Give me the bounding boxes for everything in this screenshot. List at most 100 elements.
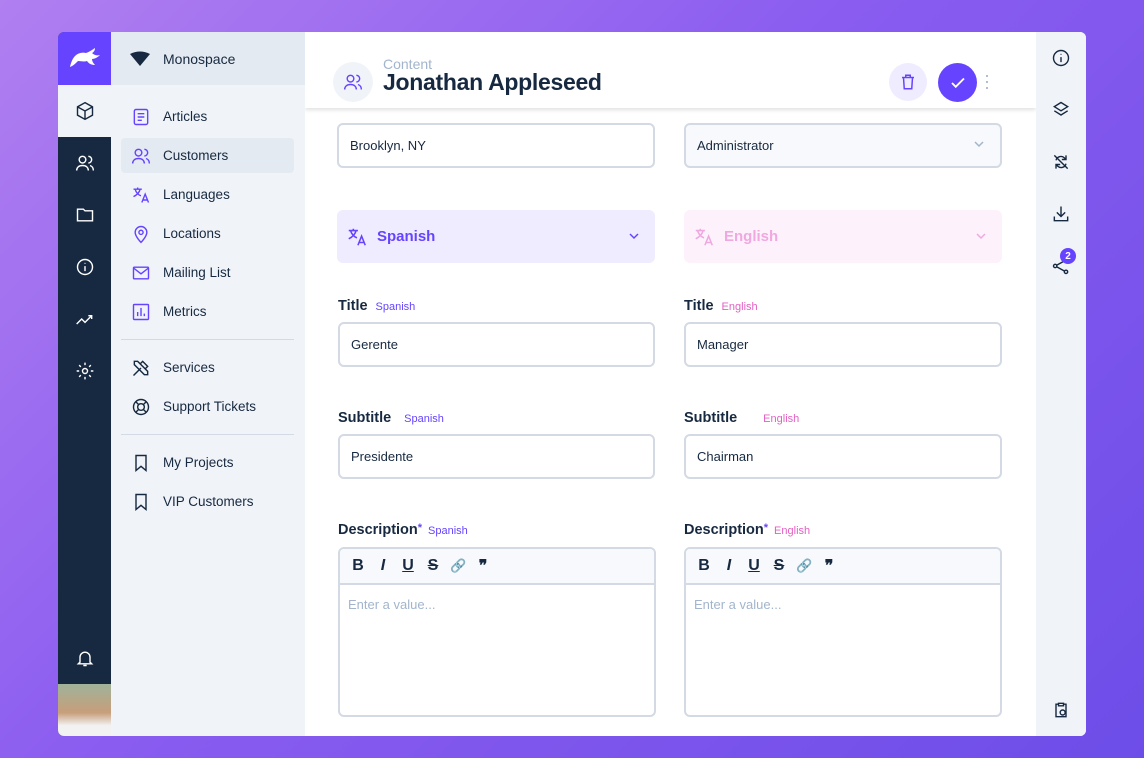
info-module-icon[interactable] (58, 241, 111, 293)
tools-icon (132, 359, 149, 376)
users-icon (333, 62, 373, 102)
strikethrough-button[interactable]: S (427, 557, 439, 574)
delete-button[interactable] (889, 63, 927, 101)
project-name: Monospace (163, 50, 236, 67)
check-icon (950, 77, 965, 88)
nav-label: Services (163, 360, 215, 375)
user-avatar[interactable] (58, 684, 111, 736)
nav-label: My Projects (163, 455, 234, 470)
quote-button[interactable]: ❞ (478, 558, 488, 575)
chevron-down-icon (976, 233, 986, 240)
nav-item-languages[interactable]: Languages (121, 177, 294, 212)
trash-icon (902, 74, 914, 90)
subtitle-input-spanish[interactable]: Presidente (338, 434, 655, 479)
chevron-down-icon (974, 141, 984, 148)
nav-label: Locations (163, 226, 221, 241)
title-input-spanish[interactable]: Gerente (338, 322, 655, 367)
title-label-left: Title Spanish (338, 298, 416, 314)
nav-label: Metrics (163, 304, 207, 319)
nav-item-support-tickets[interactable]: Support Tickets (121, 389, 294, 424)
app-window: Monospace Articles Customers Languages L… (58, 32, 1086, 736)
language-select-right[interactable]: English (684, 210, 1002, 263)
users-icon (131, 148, 151, 164)
translate-icon (695, 228, 713, 246)
nav-item-services[interactable]: Services (121, 350, 294, 385)
nav-item-articles[interactable]: Articles (121, 99, 294, 134)
nav-item-customers[interactable]: Customers (121, 138, 294, 173)
sync-disabled-icon[interactable] (1036, 136, 1086, 188)
navigation-panel: Monospace Articles Customers Languages L… (111, 32, 305, 736)
nav-label: VIP Customers (163, 494, 254, 509)
italic-button[interactable]: I (726, 557, 732, 574)
settings-module-icon[interactable] (58, 345, 111, 397)
title-input-english[interactable]: Manager (684, 322, 1002, 367)
download-icon[interactable] (1036, 188, 1086, 240)
italic-button[interactable]: I (380, 557, 386, 574)
right-sidebar: 2 (1036, 32, 1086, 736)
description-editor-english[interactable]: B I U S 🔗 ❞ Enter a value... (684, 547, 1002, 717)
bookmark-icon (135, 454, 147, 472)
link-button[interactable]: 🔗 (450, 558, 467, 573)
editor-toolbar: B I U S 🔗 ❞ (340, 549, 654, 585)
underline-button[interactable]: U (748, 557, 760, 574)
support-icon (132, 398, 150, 415)
underline-button[interactable]: U (402, 557, 414, 574)
breadcrumb[interactable]: Content (383, 56, 433, 72)
info-icon[interactable] (1036, 32, 1086, 84)
subtitle-label-right: Subtitle English (684, 410, 800, 426)
nav-label: Mailing List (163, 265, 231, 280)
page-header: Content Jonathan Appleseed · · · (305, 32, 1036, 108)
description-label-left: Description* Spanish (338, 522, 468, 538)
nav-item-vip-customers[interactable]: VIP Customers (121, 484, 294, 519)
translate-icon (133, 187, 150, 203)
editor-placeholder[interactable]: Enter a value... (694, 597, 782, 612)
notifications-bell-icon[interactable] (58, 638, 111, 678)
main-content: Content Jonathan Appleseed · · · Brooklyn,… (305, 32, 1036, 736)
insights-module-icon[interactable] (58, 293, 111, 345)
link-button[interactable]: 🔗 (796, 558, 813, 573)
subtitle-input-english[interactable]: Chairman (684, 434, 1002, 479)
chevron-down-icon (629, 233, 639, 240)
role-select[interactable]: Administrator (684, 123, 1002, 168)
page-title: Jonathan Appleseed (383, 69, 602, 95)
language-value: English (724, 228, 779, 245)
content-module-icon[interactable] (58, 85, 111, 137)
divider (121, 339, 294, 340)
strikethrough-button[interactable]: S (773, 557, 785, 574)
more-options-icon[interactable]: · · · (984, 65, 990, 97)
chart-icon (132, 303, 150, 320)
article-icon (133, 108, 149, 125)
title-label-right: Title English (684, 298, 758, 314)
bold-button[interactable]: B (352, 557, 364, 574)
subtitle-label-left: Subtitle Spanish (338, 410, 444, 426)
files-module-icon[interactable] (58, 189, 111, 241)
save-button[interactable] (938, 63, 977, 102)
nav-item-my-projects[interactable]: My Projects (121, 445, 294, 480)
quote-button[interactable]: ❞ (824, 558, 834, 575)
bookmark-icon (135, 493, 147, 511)
location-input[interactable]: Brooklyn, NY (337, 123, 655, 168)
logo[interactable] (58, 32, 111, 85)
translate-icon (348, 228, 366, 246)
language-select-left[interactable]: Spanish (337, 210, 655, 263)
module-bar (58, 32, 111, 736)
mail-icon (132, 265, 150, 280)
nav-item-mailing-list[interactable]: Mailing List (121, 255, 294, 290)
share-count-badge: 2 (1060, 248, 1076, 264)
description-editor-spanish[interactable]: B I U S 🔗 ❞ Enter a value... (338, 547, 656, 717)
editor-placeholder[interactable]: Enter a value... (348, 597, 436, 612)
project-header[interactable]: Monospace (111, 32, 305, 85)
nav-label: Customers (163, 148, 229, 163)
nav-label: Support Tickets (163, 399, 257, 414)
description-label-right: Description* English (684, 522, 811, 538)
nav-label: Languages (163, 187, 230, 202)
nav-item-metrics[interactable]: Metrics (121, 294, 294, 329)
nav-item-locations[interactable]: Locations (121, 216, 294, 251)
role-value: Administrator (697, 138, 774, 153)
bold-button[interactable]: B (698, 557, 710, 574)
share-icon[interactable]: 2 (1036, 240, 1086, 292)
clipboard-history-icon[interactable] (1036, 684, 1086, 736)
location-icon (134, 225, 148, 243)
users-module-icon[interactable] (58, 137, 111, 189)
layers-icon[interactable] (1036, 84, 1086, 136)
